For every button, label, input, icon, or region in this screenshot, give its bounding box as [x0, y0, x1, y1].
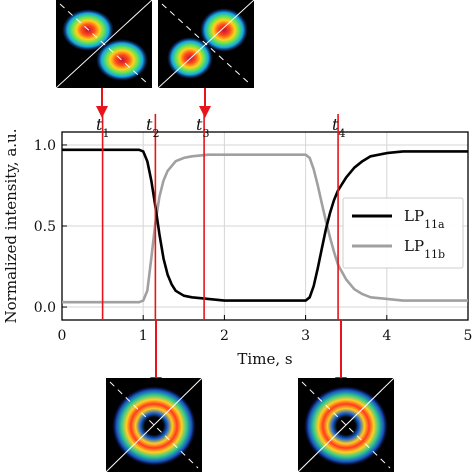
y-tick-label: 0.0: [34, 300, 56, 316]
series-line-11b: [62, 153, 468, 304]
legend-label-lp11b: LP11b: [404, 237, 445, 261]
x-tick-label: 0: [58, 328, 67, 344]
series-layer: [62, 148, 468, 304]
series-line-11a: [62, 148, 468, 302]
x-tick-label: 2: [220, 328, 229, 344]
x-tick-label: 5: [464, 328, 473, 344]
marker-label-t1: t1: [96, 115, 109, 140]
y-axis-label: Normalized intensity, a.u.: [2, 129, 20, 324]
beam-image-t4: [298, 378, 394, 472]
x-tick-label: 4: [382, 328, 391, 344]
beam-image-t3: [158, 0, 254, 88]
marker-label-t2: t2: [146, 115, 159, 140]
beam-image-t2: [106, 378, 202, 472]
x-axis-label: Time, s: [237, 350, 292, 368]
x-tick-label: 1: [139, 328, 148, 344]
marker-label-t3: t3: [196, 115, 209, 140]
x-tick-label: 3: [301, 328, 310, 344]
marker-layer: [101, 114, 339, 320]
y-tick-label: 1.0: [34, 138, 56, 154]
legend: LP11a LP11b: [342, 197, 464, 269]
y-tick-label: 0.5: [34, 219, 56, 235]
tick-layer: 0 1 2 3 4 5 0.0 0.5 1.0: [34, 138, 473, 344]
beam-image-t1: [56, 0, 152, 88]
marker-label-t4: t4: [332, 115, 345, 140]
legend-label-lp11a: LP11a: [404, 207, 445, 231]
